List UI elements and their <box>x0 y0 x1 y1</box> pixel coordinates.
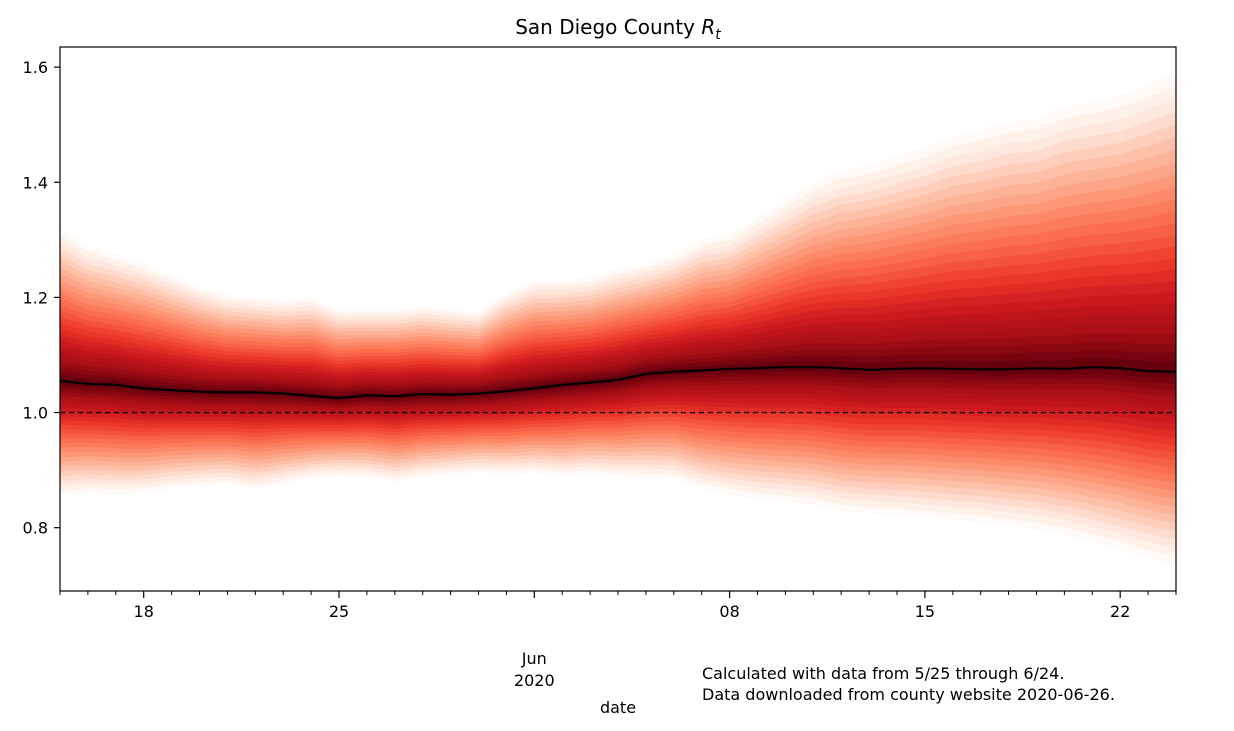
y-tick-label: 1.2 <box>23 288 48 307</box>
chart-title: San Diego County Rt <box>515 15 721 43</box>
x-tick-label: 08 <box>719 602 739 621</box>
x-tick-label: 15 <box>915 602 935 621</box>
y-axis: 0.8 1.0 1.2 1.4 1.6 <box>23 58 60 538</box>
chart-title-main: San Diego County <box>515 15 695 39</box>
x-month-label: Jun <box>521 649 547 668</box>
x-tick-label: 22 <box>1110 602 1130 621</box>
y-tick-label: 1.4 <box>23 173 48 192</box>
x-tick-label: 18 <box>134 602 154 621</box>
y-tick-label: 1.0 <box>23 404 48 423</box>
y-tick-label: 0.8 <box>23 519 48 538</box>
credible-interval-bands <box>60 72 1176 566</box>
median-rt-line <box>60 365 1176 400</box>
note-line-2: Data downloaded from county website 2020… <box>702 685 1115 704</box>
x-year-label: 2020 <box>514 671 555 690</box>
x-axis: 18 25 08 15 22 <box>59 591 1177 621</box>
chart-title-symbol: R <box>701 15 715 39</box>
note-line-1: Calculated with data from 5/25 through 6… <box>702 664 1064 683</box>
y-tick-label: 1.6 <box>23 58 48 77</box>
x-tick-label: 25 <box>329 602 349 621</box>
x-axis-label: date <box>600 698 636 717</box>
chart-title-subscript: t <box>715 27 721 43</box>
